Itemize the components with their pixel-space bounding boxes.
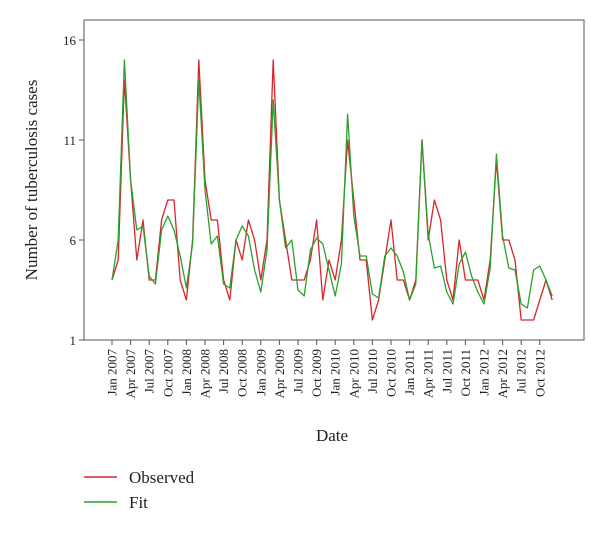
x-tick-label: Apr 2010: [346, 349, 361, 398]
x-tick-label: Apr 2009: [272, 349, 287, 398]
y-axis-label: Number of tuberculosis cases: [22, 80, 41, 281]
x-tick-label: Oct 2012: [532, 349, 547, 397]
x-tick-label: Jul 2010: [365, 349, 380, 393]
legend-label-fit: Fit: [129, 493, 148, 512]
y-tick-label: 16: [63, 33, 77, 48]
x-axis-label: Date: [316, 426, 348, 445]
x-tick-label: Jul 2009: [291, 349, 306, 393]
x-tick-label: Jan 2008: [179, 349, 194, 396]
y-tick-label: 1: [70, 333, 77, 348]
x-tick-label: Jul 2012: [514, 349, 529, 393]
series-line-observed: [111, 59, 553, 321]
x-tick-label: Oct 2008: [235, 349, 250, 397]
plot-frame: [83, 19, 585, 341]
x-tick-label: Oct 2011: [458, 349, 473, 397]
x-tick-label: Apr 2012: [495, 349, 510, 398]
y-tick-label: 11: [63, 133, 76, 148]
x-tick-label: Oct 2009: [309, 349, 324, 397]
y-tick-label: 6: [70, 233, 77, 248]
x-tick-label: Apr 2007: [123, 349, 138, 399]
x-tick-label: Jul 2008: [216, 349, 231, 393]
x-tick-label: Apr 2011: [421, 349, 436, 398]
x-tick-label: Jul 2007: [142, 349, 157, 394]
x-tick-label: Jan 2012: [477, 349, 492, 396]
legend: Observed Fit: [84, 468, 195, 512]
x-tick-label: Oct 2010: [384, 349, 399, 397]
x-tick-label: Oct 2007: [160, 349, 175, 398]
x-tick-label: Jan 2009: [253, 349, 268, 396]
x-tick-label: Jul 2011: [439, 349, 454, 393]
legend-label-observed: Observed: [129, 468, 195, 487]
x-axis: Jan 2007 Apr 2007 Jul 2007 Oct 2007 Jan 2008…: [105, 340, 547, 399]
x-tick-label: Jan 2010: [328, 349, 343, 396]
x-tick-label: Apr 2008: [198, 349, 213, 398]
x-tick-label: Jan 2011: [402, 349, 417, 395]
series-line-fit: [111, 59, 553, 309]
series-lines: [111, 59, 553, 321]
x-tick-label: Jan 2007: [105, 349, 120, 396]
